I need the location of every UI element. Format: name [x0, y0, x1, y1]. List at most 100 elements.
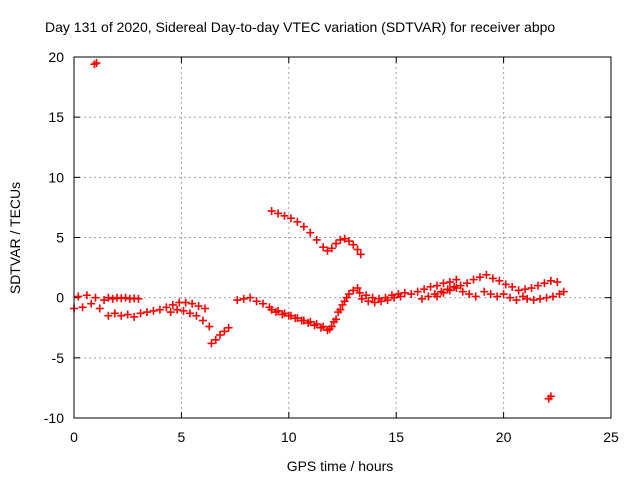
- data-point: [323, 246, 332, 255]
- data-point: [349, 240, 358, 249]
- data-point: [155, 305, 164, 314]
- data-point: [108, 294, 117, 303]
- data-point: [91, 293, 100, 302]
- data-point: [400, 288, 409, 297]
- data-point: [456, 281, 465, 290]
- data-point: [267, 305, 276, 314]
- data-point: [383, 296, 392, 305]
- data-point: [536, 294, 545, 303]
- data-point: [136, 309, 145, 318]
- data-point: [514, 286, 523, 295]
- data-point: [353, 284, 362, 293]
- data-point: [480, 287, 489, 296]
- data-point: [166, 308, 175, 317]
- data-point: [390, 293, 399, 302]
- data-point: [207, 339, 216, 348]
- y-tick-label: 0: [56, 290, 64, 306]
- data-point: [336, 235, 345, 244]
- y-tick-label: 20: [48, 49, 64, 65]
- data-point: [173, 305, 182, 314]
- data-point: [312, 235, 321, 244]
- data-point: [216, 330, 225, 339]
- data-point: [286, 214, 295, 223]
- data-point: [495, 276, 504, 285]
- data-point: [78, 303, 87, 312]
- data-point: [555, 290, 564, 299]
- data-point: [439, 279, 448, 288]
- data-point: [312, 320, 321, 329]
- data-point: [149, 306, 158, 315]
- data-point: [334, 308, 343, 317]
- data-point: [523, 294, 532, 303]
- data-point: [338, 300, 347, 309]
- grid: [74, 57, 611, 418]
- data-point: [95, 304, 104, 313]
- data-point: [306, 228, 315, 237]
- x-tick-label: 20: [496, 429, 512, 445]
- data-point: [319, 322, 328, 331]
- data-point: [117, 311, 126, 320]
- y-tick-label: 10: [48, 169, 64, 185]
- ticks: 0 5 10 15 20 25 -10 -5 0 5 10 15 20: [44, 49, 619, 445]
- data-point: [286, 311, 295, 320]
- data-point: [465, 290, 474, 299]
- data-points: [70, 59, 568, 403]
- data-point: [529, 296, 538, 305]
- data-point: [413, 287, 422, 296]
- data-point: [280, 211, 289, 220]
- data-point: [417, 294, 426, 303]
- data-point: [220, 327, 229, 336]
- y-tick-label: 5: [56, 230, 64, 246]
- x-tick-label: 0: [70, 429, 78, 445]
- data-point: [527, 284, 536, 293]
- data-point: [224, 323, 233, 332]
- data-point: [433, 281, 442, 290]
- data-point: [559, 287, 568, 296]
- y-tick-label: 15: [48, 109, 64, 125]
- data-point: [92, 59, 101, 68]
- data-point: [259, 299, 268, 308]
- data-point: [553, 278, 562, 287]
- data-point: [357, 294, 366, 303]
- data-point: [508, 282, 517, 291]
- data-point: [445, 278, 454, 287]
- data-point: [533, 281, 542, 290]
- data-point: [486, 290, 495, 299]
- data-point: [499, 290, 508, 299]
- data-point: [299, 316, 308, 325]
- data-point: [194, 302, 203, 311]
- data-point: [181, 298, 190, 307]
- data-point: [355, 288, 364, 297]
- data-point: [377, 297, 386, 306]
- data-point: [426, 282, 435, 291]
- data-point: [493, 292, 502, 301]
- data-point: [506, 293, 515, 302]
- data-point: [424, 292, 433, 301]
- data-point: [168, 300, 177, 309]
- data-point: [518, 292, 527, 301]
- data-point: [488, 274, 497, 283]
- data-point: [512, 296, 521, 305]
- data-point: [362, 291, 371, 300]
- data-point: [546, 276, 555, 285]
- data-point: [192, 311, 201, 320]
- data-point: [542, 293, 551, 302]
- data-point: [458, 287, 467, 296]
- data-point: [293, 314, 302, 323]
- data-point: [188, 299, 197, 308]
- data-point: [211, 335, 220, 344]
- plot-frame: [73, 56, 612, 419]
- data-point: [179, 306, 188, 315]
- data-point: [104, 293, 113, 302]
- data-point: [342, 293, 351, 302]
- data-point: [370, 298, 379, 307]
- x-tick-label: 10: [281, 429, 297, 445]
- data-point: [329, 317, 338, 326]
- data-point: [299, 222, 308, 231]
- data-point: [123, 310, 132, 319]
- data-point: [121, 293, 130, 302]
- data-point: [546, 392, 555, 401]
- data-point: [252, 297, 261, 306]
- data-point: [452, 275, 461, 284]
- y-tick-label: -5: [52, 350, 65, 366]
